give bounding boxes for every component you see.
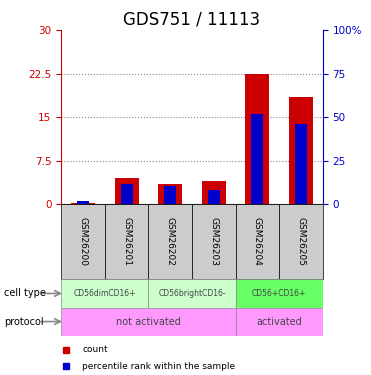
Text: CD56brightCD16-: CD56brightCD16- bbox=[158, 289, 226, 298]
Bar bbox=[245, 74, 269, 204]
Text: GSM26203: GSM26203 bbox=[209, 217, 218, 266]
FancyBboxPatch shape bbox=[61, 279, 148, 308]
Bar bbox=[208, 189, 220, 204]
FancyBboxPatch shape bbox=[236, 279, 323, 308]
FancyBboxPatch shape bbox=[236, 308, 323, 336]
Text: count: count bbox=[82, 345, 108, 354]
Bar bbox=[158, 184, 182, 204]
FancyBboxPatch shape bbox=[61, 308, 236, 336]
FancyBboxPatch shape bbox=[279, 204, 323, 279]
Text: GSM26201: GSM26201 bbox=[122, 217, 131, 266]
Bar bbox=[77, 201, 89, 204]
FancyBboxPatch shape bbox=[61, 204, 105, 279]
Bar bbox=[164, 186, 176, 204]
Text: cell type: cell type bbox=[4, 288, 46, 298]
Bar bbox=[115, 178, 139, 204]
Text: protocol: protocol bbox=[4, 316, 43, 327]
Bar bbox=[295, 124, 307, 204]
Text: GSM26200: GSM26200 bbox=[79, 217, 88, 266]
Bar bbox=[252, 114, 263, 204]
Text: not activated: not activated bbox=[116, 316, 181, 327]
Title: GDS751 / 11113: GDS751 / 11113 bbox=[124, 10, 260, 28]
FancyBboxPatch shape bbox=[236, 204, 279, 279]
FancyBboxPatch shape bbox=[105, 204, 148, 279]
FancyBboxPatch shape bbox=[192, 204, 236, 279]
Bar bbox=[121, 184, 132, 204]
FancyBboxPatch shape bbox=[148, 204, 192, 279]
Text: CD56dimCD16+: CD56dimCD16+ bbox=[73, 289, 136, 298]
Text: GSM26205: GSM26205 bbox=[296, 217, 305, 266]
Text: GSM26202: GSM26202 bbox=[166, 217, 175, 266]
Text: activated: activated bbox=[256, 316, 302, 327]
Bar bbox=[289, 97, 313, 204]
Text: CD56+CD16+: CD56+CD16+ bbox=[252, 289, 306, 298]
Text: GSM26204: GSM26204 bbox=[253, 217, 262, 266]
Text: percentile rank within the sample: percentile rank within the sample bbox=[82, 362, 235, 371]
FancyBboxPatch shape bbox=[148, 279, 236, 308]
Bar bbox=[71, 202, 95, 204]
Bar bbox=[202, 181, 226, 204]
